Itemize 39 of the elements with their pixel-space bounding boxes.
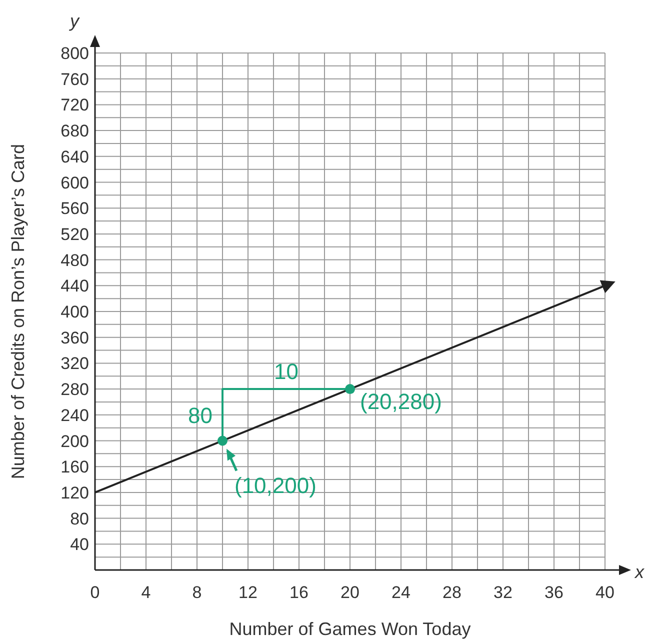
x-tick-label: 16 <box>290 583 308 602</box>
y-tick-label: 720 <box>60 96 89 115</box>
x-axis-title: Number of Games Won Today <box>229 619 471 639</box>
y-tick-label: 200 <box>60 432 89 451</box>
y-tick-label: 640 <box>60 147 89 166</box>
y-tick-label: 800 <box>60 44 89 63</box>
y-tick-label: 560 <box>60 199 89 218</box>
annotation: (20,280) <box>360 389 442 414</box>
text: y <box>68 11 80 31</box>
x-tick-label: 12 <box>238 583 258 602</box>
y-tick-label: 520 <box>60 224 89 244</box>
x-tick-label: 40 <box>596 583 614 602</box>
x-tick-label: 0 <box>90 583 100 602</box>
annotation: (10,200) <box>234 472 316 498</box>
y-tick-label: 480 <box>60 250 89 270</box>
y-tick-label: 680 <box>60 122 89 141</box>
x-tick-label: 4 <box>141 583 151 602</box>
y-tick-label: 400 <box>60 302 89 322</box>
y-axis-title: Number of Credits on Ron’s Player’s Card <box>8 144 28 480</box>
y-tick-label: 320 <box>60 354 89 374</box>
y-tick-label: 160 <box>60 458 89 477</box>
x-tick-label: 28 <box>442 583 462 602</box>
y-tick-label: 360 <box>60 328 89 348</box>
y-tick-label: 440 <box>60 276 89 296</box>
text: x <box>634 562 645 582</box>
y-tick-label: 600 <box>60 173 89 192</box>
y-tick-label: 240 <box>60 406 89 425</box>
annotation: 80 <box>188 402 212 428</box>
x-tick-label: 24 <box>392 583 410 602</box>
y-tick-label: 80 <box>70 509 89 528</box>
x-tick-label: 32 <box>494 583 512 602</box>
y-tick-label: 120 <box>60 483 89 502</box>
y-tick-label: 280 <box>60 380 89 400</box>
x-tick-label: 20 <box>340 583 360 602</box>
x-tick-label: 8 <box>192 583 202 602</box>
x-tick-label: 36 <box>544 583 564 602</box>
y-tick-label: 40 <box>70 535 89 554</box>
y-tick-label: 760 <box>60 70 89 89</box>
annotation: 10 <box>274 359 298 384</box>
